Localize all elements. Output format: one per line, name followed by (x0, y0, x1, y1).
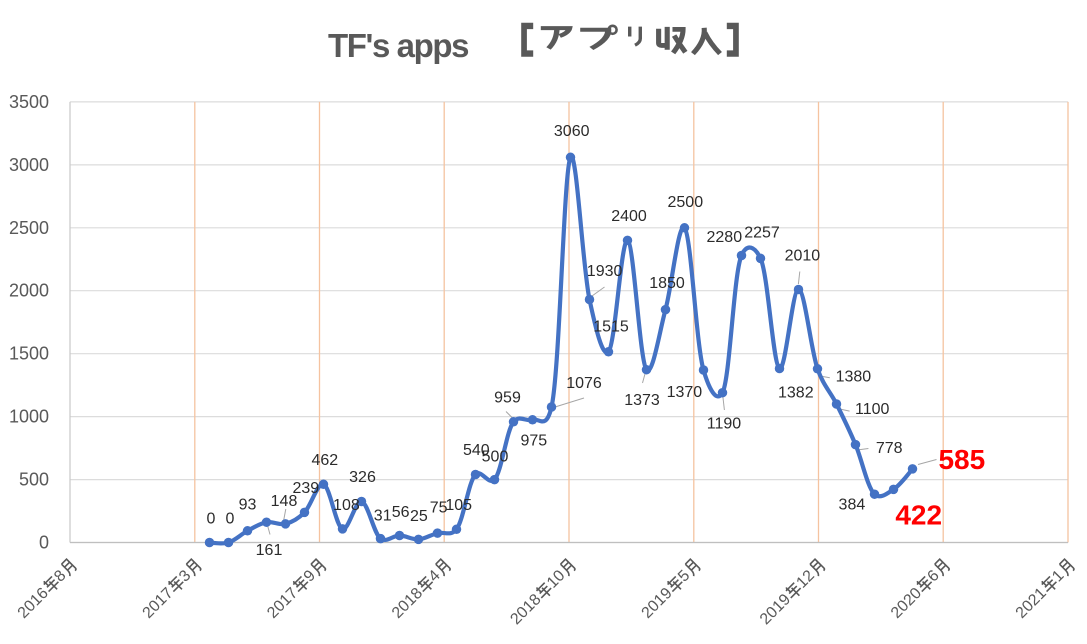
svg-text:161: 161 (256, 542, 283, 559)
svg-text:500: 500 (19, 470, 49, 490)
svg-text:585: 585 (938, 444, 985, 475)
svg-text:959: 959 (494, 389, 521, 406)
svg-text:2280: 2280 (707, 229, 743, 246)
svg-text:0: 0 (39, 533, 49, 553)
svg-text:0: 0 (207, 510, 216, 527)
svg-text:1076: 1076 (566, 375, 602, 392)
svg-text:1515: 1515 (593, 319, 629, 336)
svg-text:326: 326 (349, 469, 376, 486)
svg-text:1000: 1000 (9, 407, 49, 427)
svg-text:0: 0 (226, 510, 235, 527)
svg-text:108: 108 (333, 497, 360, 514)
svg-text:500: 500 (482, 448, 509, 465)
svg-text:1850: 1850 (649, 275, 685, 292)
svg-text:2400: 2400 (611, 208, 647, 225)
svg-text:1500: 1500 (9, 344, 49, 364)
svg-text:2500: 2500 (668, 194, 704, 211)
svg-text:462: 462 (311, 452, 338, 469)
svg-text:148: 148 (271, 493, 298, 510)
svg-text:975: 975 (520, 433, 547, 450)
svg-text:2000: 2000 (9, 281, 49, 301)
svg-text:105: 105 (445, 497, 472, 514)
svg-text:422: 422 (895, 500, 942, 531)
svg-text:93: 93 (239, 497, 257, 514)
svg-text:2010: 2010 (785, 248, 821, 265)
svg-text:31: 31 (374, 507, 392, 524)
svg-text:3060: 3060 (554, 123, 590, 140)
svg-text:1380: 1380 (836, 368, 872, 385)
svg-text:75: 75 (430, 499, 448, 516)
svg-text:25: 25 (410, 508, 428, 525)
svg-text:778: 778 (876, 440, 903, 457)
svg-text:239: 239 (292, 480, 319, 497)
svg-text:56: 56 (392, 504, 410, 521)
svg-text:3500: 3500 (9, 92, 49, 112)
svg-text:1373: 1373 (624, 392, 660, 409)
svg-text:1100: 1100 (855, 401, 890, 418)
svg-text:1190: 1190 (707, 415, 742, 432)
svg-text:TF's apps: TF's apps (328, 27, 468, 64)
svg-text:540: 540 (463, 442, 490, 459)
svg-text:2257: 2257 (744, 225, 780, 242)
svg-text:1370: 1370 (667, 384, 703, 401)
svg-text:2500: 2500 (9, 218, 49, 238)
svg-text:1382: 1382 (778, 385, 814, 402)
svg-text:384: 384 (839, 496, 866, 513)
svg-text:1930: 1930 (587, 263, 623, 280)
svg-text:3000: 3000 (9, 155, 49, 175)
